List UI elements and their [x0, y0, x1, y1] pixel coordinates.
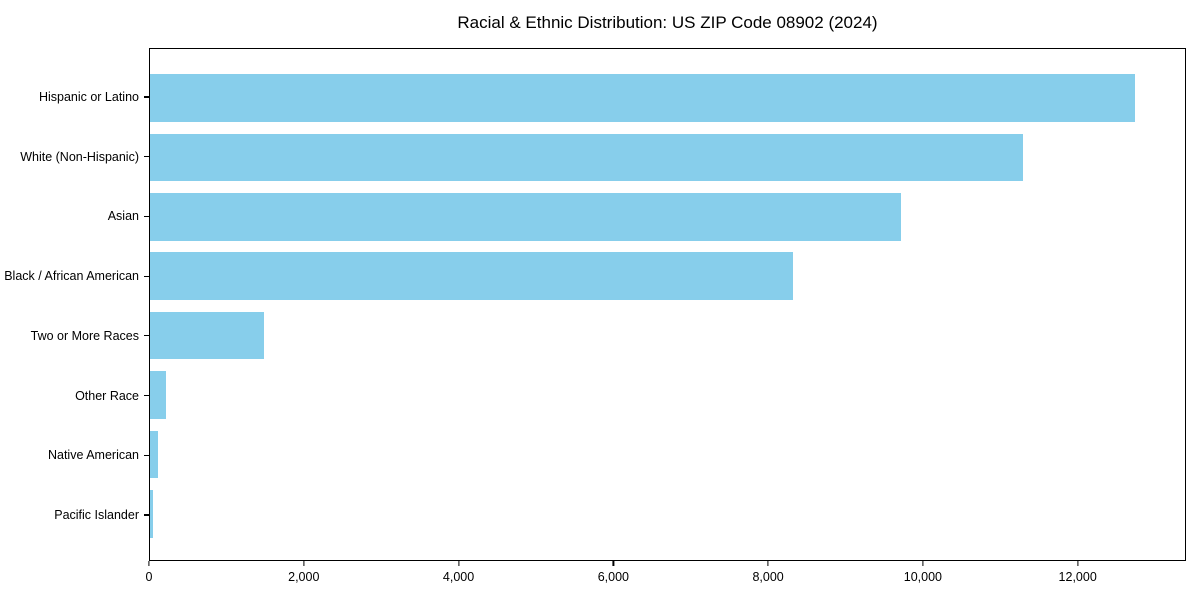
bar: [150, 133, 1023, 182]
y-tick-label: Native American: [47, 448, 139, 463]
y-tick-label: Black / African American: [4, 269, 139, 284]
x-tick-label: 10,000: [903, 570, 942, 584]
chart-title: Racial & Ethnic Distribution: US ZIP Cod…: [457, 13, 878, 32]
y-tick-label: Pacific Islander: [54, 507, 139, 522]
x-tick-label: 6,000: [597, 570, 629, 584]
bar: [150, 371, 167, 419]
y-tick-mark: [144, 514, 149, 516]
plot-area: [149, 48, 1186, 561]
x-tick-mark: [148, 561, 150, 566]
y-axis: Hispanic or Latino White (Non-Hispanic) As…: [0, 48, 149, 561]
y-tick-label: Asian: [107, 209, 139, 224]
x-tick-mark: [303, 561, 305, 566]
y-tick-mark: [144, 96, 149, 98]
x-tick-mark: [612, 561, 614, 566]
y-tick-label: Two or More Races: [30, 328, 139, 343]
bar: [150, 430, 158, 479]
bar: [150, 490, 154, 538]
x-tick-label: 4,000: [442, 570, 475, 584]
bar: [150, 252, 793, 300]
x-tick-label: 2,000: [288, 570, 320, 584]
x-tick-mark: [457, 561, 460, 566]
x-tick-mark: [922, 561, 924, 566]
x-tick-mark: [767, 561, 769, 566]
x-tick-label: 8,000: [752, 570, 784, 584]
x-axis: 0 2,000 4,000 6,000 8,000 10,000 12,000: [0, 561, 1200, 600]
bar: [150, 192, 901, 241]
y-tick-mark: [144, 215, 149, 217]
y-tick-mark: [144, 454, 149, 456]
y-tick-label: Hispanic or Latino: [38, 89, 139, 104]
y-tick-mark: [144, 335, 149, 337]
x-tick-mark: [1077, 561, 1079, 566]
bar: [150, 311, 265, 360]
x-tick-label: 0: [145, 570, 153, 584]
x-tick-label: 12,000: [1058, 570, 1097, 584]
y-tick-mark: [144, 394, 149, 397]
bar: [150, 74, 1135, 122]
y-tick-label: Other Race: [75, 388, 139, 403]
y-tick-label: White (Non-Hispanic): [20, 149, 139, 164]
y-tick-mark: [144, 156, 149, 158]
y-tick-mark: [144, 275, 149, 277]
